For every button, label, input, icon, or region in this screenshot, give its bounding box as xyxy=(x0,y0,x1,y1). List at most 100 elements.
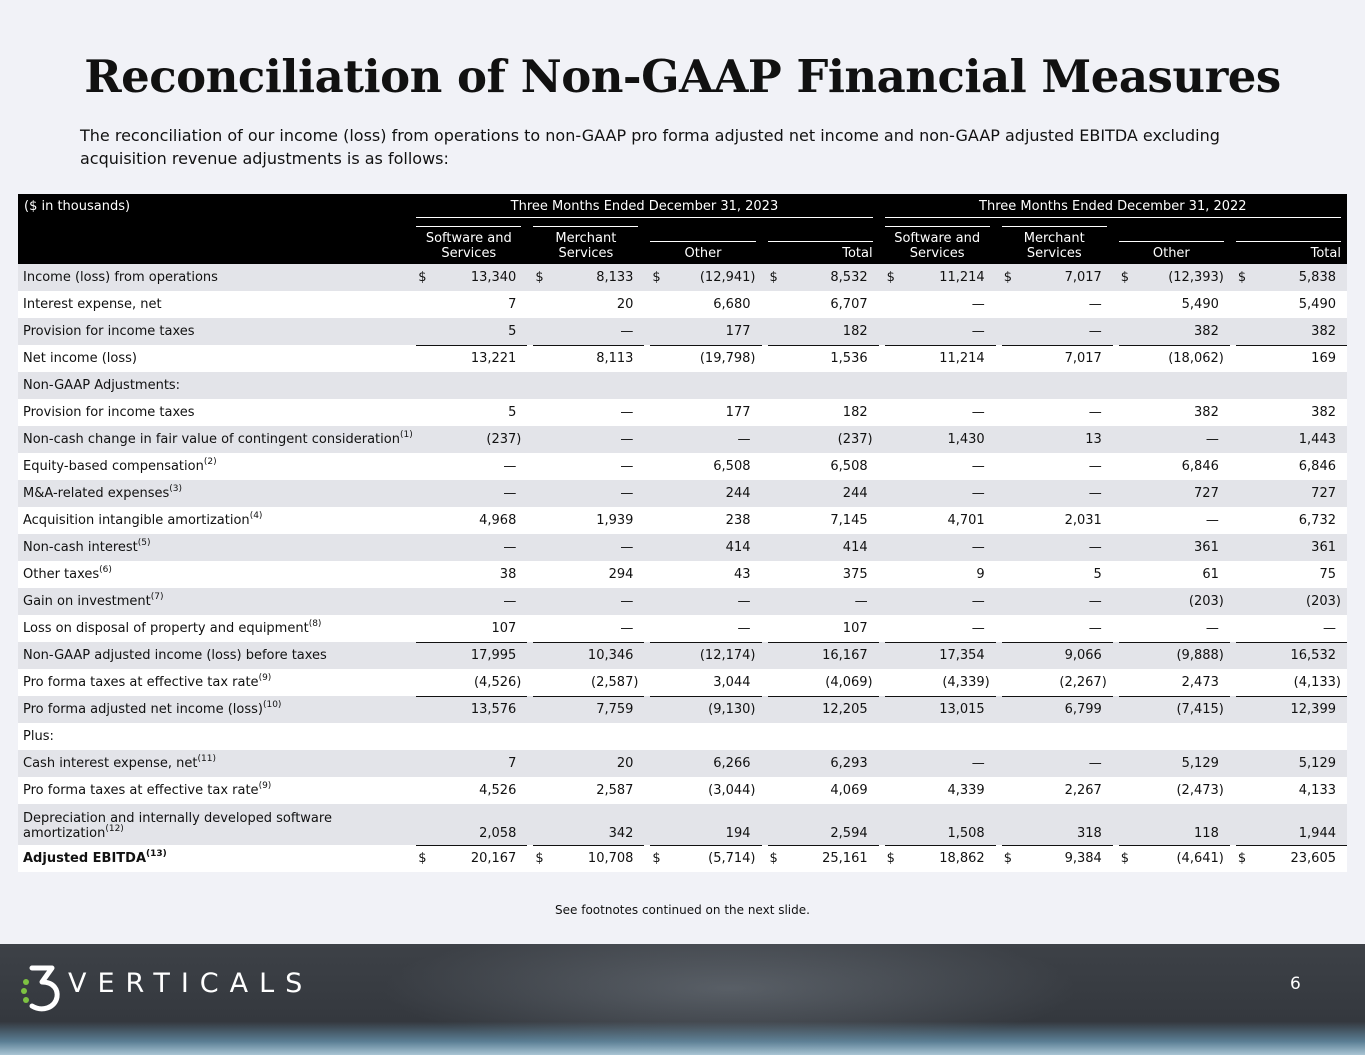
cell-value: 13 xyxy=(1085,432,1102,447)
cell-value: 2,594 xyxy=(830,826,868,841)
value-cell: — xyxy=(879,615,996,642)
cell-value: 6,799 xyxy=(1064,702,1102,717)
value-cell: — xyxy=(410,588,527,615)
cell-value: 6,846 xyxy=(1181,459,1219,474)
table-row: Income (loss) from operations $13,340 $8,1… xyxy=(18,264,1347,291)
row-label-text: Other taxes xyxy=(23,567,100,582)
value-cell: 2,058 xyxy=(410,804,527,845)
cell-value: (237) xyxy=(486,432,522,447)
header-row: Software and Services Merchant Services Ot… xyxy=(18,219,1347,264)
cell-value: 5,490 xyxy=(1298,297,1336,312)
cell-value: — xyxy=(737,594,751,609)
value-cell: (3,044) xyxy=(644,777,761,804)
cell-value: 13,576 xyxy=(470,702,517,717)
column-text: Other xyxy=(650,241,756,261)
header-row: ($ in thousands) Three Months Ended Dece… xyxy=(18,194,1347,219)
value-cell: 6,293 xyxy=(762,750,879,777)
row-label-text: Pro forma taxes at effective tax rate xyxy=(23,783,259,798)
cell-value: 6,508 xyxy=(830,459,868,474)
currency-symbol: $ xyxy=(535,851,544,866)
row-label-text: Net income (loss) xyxy=(23,351,137,366)
footnote-ref: (11) xyxy=(197,754,217,764)
value-cell: — xyxy=(879,453,996,480)
value-cell: 13,576 xyxy=(410,696,528,723)
cell-value: 6,707 xyxy=(830,297,868,312)
cell-value: 25,161 xyxy=(822,851,868,866)
value-cell: (18,062) xyxy=(1113,345,1230,372)
row-label-text: Gain on investment xyxy=(23,594,151,609)
cell-value: — xyxy=(620,540,634,555)
cell-value: 2,473 xyxy=(1181,675,1219,690)
cell-value: 2,058 xyxy=(479,826,517,841)
value-cell: $25,161 xyxy=(762,845,879,872)
row-label: Income (loss) from operations xyxy=(18,264,410,291)
value-cell: 9,066 xyxy=(996,642,1113,669)
row-label-text: Non-cash change in fair value of conting… xyxy=(23,432,400,447)
table-header: ($ in thousands) Three Months Ended Dece… xyxy=(18,194,1347,264)
cell-value: 10,708 xyxy=(587,851,634,866)
value-cell: 4,069 xyxy=(762,777,879,804)
cell-value: 5,490 xyxy=(1181,297,1219,312)
value-cell: 6,707 xyxy=(762,291,879,318)
value-cell: — xyxy=(879,588,996,615)
cell-value: — xyxy=(1205,621,1219,636)
value-cell: 13 xyxy=(996,426,1113,453)
value-cell: 20 xyxy=(527,750,644,777)
cell-value: 238 xyxy=(725,513,751,528)
footnote-ref: (7) xyxy=(150,592,164,602)
cell-value: 6,732 xyxy=(1298,513,1336,528)
row-label-text: Adjusted EBITDA xyxy=(23,851,147,866)
currency-symbol: $ xyxy=(886,270,895,285)
value-cell: 244 xyxy=(762,480,879,507)
column-text: Total xyxy=(767,241,873,261)
cell-value: 17,354 xyxy=(939,648,985,663)
row-label: M&A-related expenses(3) xyxy=(18,480,410,507)
value-cell: — xyxy=(527,615,644,642)
cell-value: (3,044) xyxy=(708,783,756,798)
footnote-ref: (9) xyxy=(258,781,272,791)
value-cell: 727 xyxy=(1230,480,1347,507)
value-cell: — xyxy=(996,291,1113,318)
value-cell: — xyxy=(527,480,644,507)
value-cell: 17,354 xyxy=(879,642,996,669)
currency-symbol: $ xyxy=(1003,270,1012,285)
cell-value: 16,167 xyxy=(822,648,868,663)
cell-value: 61 xyxy=(1202,567,1219,582)
cell-value: — xyxy=(1088,486,1102,501)
value-cell: 1,430 xyxy=(879,426,996,453)
column-text: Other xyxy=(1118,241,1224,261)
cell-value: — xyxy=(1088,405,1102,420)
table-row: Pro forma taxes at effective tax rate(9)… xyxy=(18,669,1347,696)
currency-symbol: $ xyxy=(652,270,661,285)
cell-value: 9,066 xyxy=(1064,648,1102,663)
value-cell: $18,862 xyxy=(879,845,996,872)
row-label: Other taxes(6) xyxy=(18,561,410,588)
row-label-text: Non-cash interest xyxy=(23,540,138,555)
column-heading: Software and Services xyxy=(879,219,996,264)
value-cell: $ (4,641) xyxy=(1113,845,1230,872)
value-cell: $5,838 xyxy=(1230,264,1347,291)
cell-value: — xyxy=(971,486,985,501)
value-cell: 1,508 xyxy=(879,804,996,845)
value-cell: 5 xyxy=(996,561,1113,588)
currency-symbol: $ xyxy=(1120,270,1130,285)
cell-value: (12,174) xyxy=(699,648,756,663)
value-cell xyxy=(879,372,996,399)
value-cell: — xyxy=(644,426,761,453)
cell-value: 244 xyxy=(725,486,751,501)
value-cell: — xyxy=(644,588,761,615)
footnote-ref: (12) xyxy=(105,824,124,834)
row-label-text: Interest expense, net xyxy=(23,297,162,312)
cell-value: 5 xyxy=(508,324,517,339)
value-cell: 1,944 xyxy=(1230,804,1347,845)
cell-value: — xyxy=(1088,621,1102,636)
table-row: Acquisition intangible amortization(4) 4,… xyxy=(18,507,1347,534)
value-cell: (237) xyxy=(762,426,879,453)
footnote-ref: (8) xyxy=(308,619,322,629)
footnote-ref: (10) xyxy=(262,700,282,710)
cell-value: — xyxy=(620,621,634,636)
value-cell: 7 xyxy=(410,750,527,777)
cell-value: — xyxy=(854,594,868,609)
value-cell: 382 xyxy=(1230,318,1347,345)
